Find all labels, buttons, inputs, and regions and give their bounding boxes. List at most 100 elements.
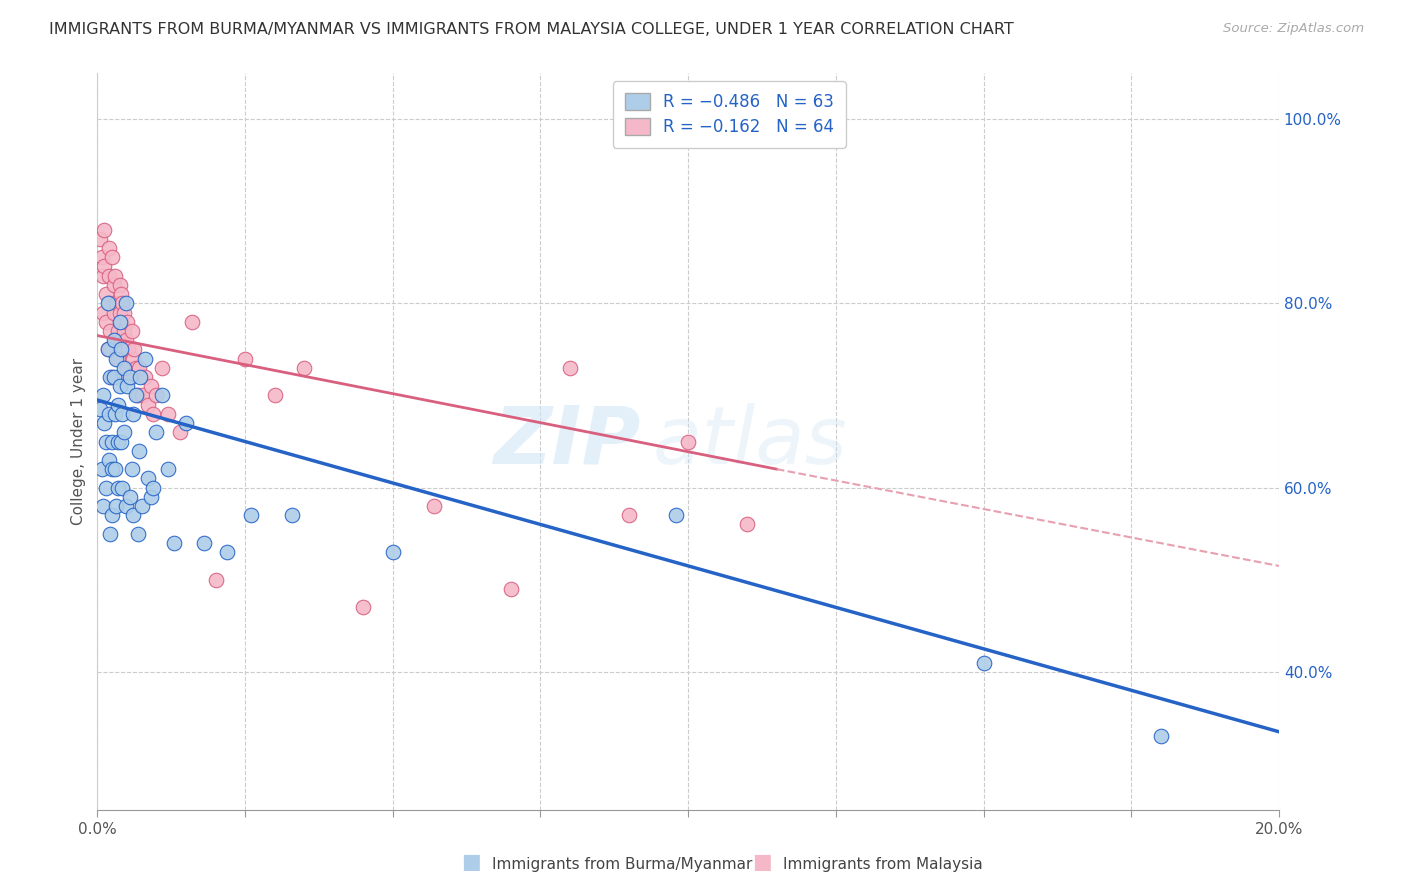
- Point: [112, 425, 135, 440]
- Point: [107, 324, 129, 338]
- Text: Source: ZipAtlas.com: Source: ZipAtlas.com: [1223, 22, 1364, 36]
- Point: [91, 250, 114, 264]
- Point: [108, 315, 131, 329]
- Point: [134, 351, 156, 366]
- Point: [665, 508, 688, 523]
- Text: ■: ■: [461, 853, 481, 872]
- Point: [150, 388, 173, 402]
- Point: [145, 425, 167, 440]
- Point: [174, 416, 197, 430]
- Point: [108, 379, 131, 393]
- Point: [104, 268, 127, 283]
- Point: [112, 324, 135, 338]
- Point: [381, 545, 404, 559]
- Point: [89, 402, 111, 417]
- Point: [115, 379, 138, 393]
- Point: [101, 462, 124, 476]
- Point: [98, 268, 121, 283]
- Point: [676, 434, 699, 449]
- Point: [91, 388, 114, 402]
- Point: [103, 333, 125, 347]
- Point: [107, 351, 129, 366]
- Point: [96, 434, 118, 449]
- Point: [105, 499, 128, 513]
- Point: [112, 305, 135, 319]
- Point: [115, 315, 138, 329]
- Point: [112, 360, 135, 375]
- Point: [110, 287, 132, 301]
- Point: [103, 277, 125, 292]
- Point: [117, 343, 139, 357]
- Point: [617, 508, 640, 523]
- Point: [107, 398, 129, 412]
- Point: [128, 360, 150, 375]
- Point: [499, 582, 522, 596]
- Point: [97, 343, 120, 357]
- Point: [110, 333, 132, 347]
- Point: [157, 462, 180, 476]
- Point: [204, 573, 226, 587]
- Text: Immigrants from Malaysia: Immigrants from Malaysia: [783, 857, 983, 872]
- Point: [233, 351, 256, 366]
- Point: [352, 600, 374, 615]
- Point: [1150, 730, 1173, 744]
- Point: [139, 490, 162, 504]
- Point: [91, 305, 114, 319]
- Point: [121, 407, 143, 421]
- Point: [193, 536, 215, 550]
- Point: [101, 508, 124, 523]
- Point: [131, 388, 153, 402]
- Point: [96, 287, 118, 301]
- Point: [108, 277, 131, 292]
- Point: [121, 324, 143, 338]
- Point: [98, 407, 121, 421]
- Text: ZIP: ZIP: [494, 402, 641, 481]
- Point: [263, 388, 285, 402]
- Point: [91, 462, 114, 476]
- Point: [127, 388, 149, 402]
- Point: [239, 508, 262, 523]
- Text: atlas: atlas: [652, 402, 848, 481]
- Point: [110, 343, 132, 357]
- Point: [973, 656, 995, 670]
- Point: [558, 360, 581, 375]
- Point: [104, 333, 127, 347]
- Point: [145, 388, 167, 402]
- Point: [735, 517, 758, 532]
- Point: [121, 351, 143, 366]
- Point: [103, 305, 125, 319]
- Point: [115, 360, 138, 375]
- Point: [125, 388, 148, 402]
- Point: [128, 443, 150, 458]
- Point: [93, 222, 115, 236]
- Point: [122, 343, 145, 357]
- Point: [98, 241, 121, 255]
- Point: [91, 499, 114, 513]
- Point: [108, 305, 131, 319]
- Legend: R = −0.486   N = 63, R = −0.162   N = 64: R = −0.486 N = 63, R = −0.162 N = 64: [613, 81, 846, 148]
- Text: IMMIGRANTS FROM BURMA/MYANMAR VS IMMIGRANTS FROM MALAYSIA COLLEGE, UNDER 1 YEAR : IMMIGRANTS FROM BURMA/MYANMAR VS IMMIGRA…: [49, 22, 1014, 37]
- Point: [180, 315, 202, 329]
- Point: [111, 343, 134, 357]
- Point: [142, 407, 165, 421]
- Point: [105, 296, 128, 310]
- Point: [104, 407, 127, 421]
- Point: [136, 398, 159, 412]
- Point: [131, 499, 153, 513]
- Point: [89, 232, 111, 246]
- Text: Immigrants from Burma/Myanmar: Immigrants from Burma/Myanmar: [492, 857, 752, 872]
- Point: [98, 370, 121, 384]
- Point: [107, 481, 129, 495]
- Point: [150, 360, 173, 375]
- Point: [96, 481, 118, 495]
- Point: [93, 416, 115, 430]
- Point: [98, 324, 121, 338]
- Point: [121, 508, 143, 523]
- Point: [103, 370, 125, 384]
- Point: [114, 333, 136, 347]
- Point: [91, 268, 114, 283]
- Point: [97, 296, 120, 310]
- Point: [281, 508, 304, 523]
- Point: [136, 471, 159, 485]
- Point: [163, 536, 186, 550]
